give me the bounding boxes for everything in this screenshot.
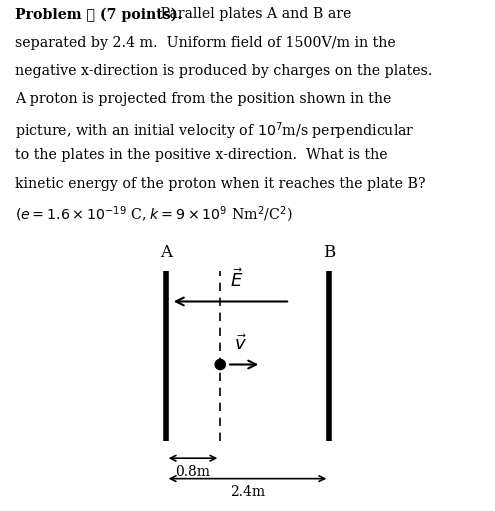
Text: picture, with an initial velocity of $10^7$m/s perpendicular: picture, with an initial velocity of $10…	[15, 120, 415, 142]
Text: Problem ④ (7 points).: Problem ④ (7 points).	[15, 7, 187, 22]
Text: negative x-direction is produced by charges on the plates.: negative x-direction is produced by char…	[15, 64, 432, 78]
Text: B: B	[323, 244, 336, 261]
Text: A proton is projected from the position shown in the: A proton is projected from the position …	[15, 92, 391, 106]
Text: 2.4m: 2.4m	[230, 485, 265, 499]
Text: $(e = 1.6 \times 10^{-19}$ C, $k = 9 \times 10^9$ Nm$^2$/C$^2$): $(e = 1.6 \times 10^{-19}$ C, $k = 9 \ti…	[15, 205, 293, 225]
Text: $\vec{E}$: $\vec{E}$	[231, 268, 244, 291]
Text: $\vec{v}$: $\vec{v}$	[234, 334, 247, 354]
Text: separated by 2.4 m.  Uniform field of 1500V/m in the: separated by 2.4 m. Uniform field of 150…	[15, 36, 396, 50]
Text: kinetic energy of the proton when it reaches the plate B?: kinetic energy of the proton when it rea…	[15, 177, 425, 191]
Circle shape	[215, 359, 225, 369]
Text: 0.8m: 0.8m	[176, 465, 210, 479]
Text: A: A	[160, 244, 172, 261]
Text: Parallel plates A and B are: Parallel plates A and B are	[156, 7, 351, 21]
Text: to the plates in the positive x-direction.  What is the: to the plates in the positive x-directio…	[15, 148, 388, 162]
